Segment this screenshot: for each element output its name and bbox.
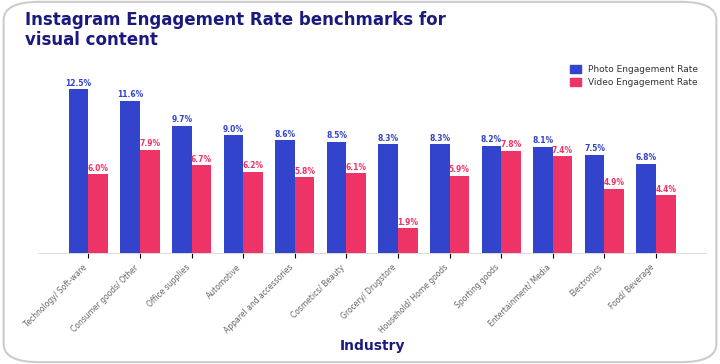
Text: 5.9%: 5.9% [449, 165, 469, 174]
Bar [327, 142, 346, 253]
Text: 8.5%: 8.5% [326, 131, 347, 140]
Text: 4.9%: 4.9% [603, 178, 625, 187]
Text: 1.9%: 1.9% [397, 218, 418, 227]
Text: 4.4%: 4.4% [655, 185, 676, 194]
Bar [656, 195, 675, 253]
Text: 6.2%: 6.2% [243, 161, 264, 170]
Bar [192, 165, 211, 253]
Bar [553, 156, 572, 253]
Text: 11.6%: 11.6% [117, 91, 143, 99]
Bar [604, 189, 624, 253]
Text: 8.3%: 8.3% [429, 134, 450, 143]
Bar [501, 151, 521, 253]
Text: 9.0%: 9.0% [223, 124, 244, 134]
Bar [243, 172, 263, 253]
Legend: Photo Engagement Rate, Video Engagement Rate: Photo Engagement Rate, Video Engagement … [566, 61, 701, 91]
Bar [449, 176, 469, 253]
Text: 7.8%: 7.8% [500, 140, 521, 149]
Bar [482, 146, 501, 253]
Text: 8.1%: 8.1% [532, 136, 554, 145]
Text: 8.6%: 8.6% [274, 130, 295, 139]
Text: 8.2%: 8.2% [481, 135, 502, 144]
Text: 8.3%: 8.3% [377, 134, 399, 143]
Bar [275, 141, 294, 253]
Text: 6.8%: 6.8% [636, 153, 657, 162]
Text: 6.1%: 6.1% [346, 163, 366, 171]
Bar [223, 135, 243, 253]
Bar [346, 173, 366, 253]
Bar [294, 177, 315, 253]
Text: 5.8%: 5.8% [294, 166, 315, 175]
Bar [398, 228, 418, 253]
Text: 12.5%: 12.5% [66, 79, 91, 88]
Bar [636, 164, 656, 253]
Bar [140, 150, 160, 253]
Bar [120, 101, 140, 253]
Bar [68, 89, 89, 253]
Bar [172, 126, 192, 253]
Text: 6.0%: 6.0% [88, 164, 109, 173]
Bar [430, 145, 449, 253]
Bar [89, 174, 108, 253]
Bar [585, 155, 604, 253]
Text: 9.7%: 9.7% [171, 115, 192, 124]
Text: 6.7%: 6.7% [191, 155, 212, 164]
Bar [378, 145, 398, 253]
Text: 7.9%: 7.9% [139, 139, 161, 148]
X-axis label: Industry: Industry [339, 339, 405, 353]
Bar [533, 147, 553, 253]
Text: 7.4%: 7.4% [552, 146, 573, 155]
Text: 7.5%: 7.5% [584, 144, 605, 153]
Text: Instagram Engagement Rate benchmarks for
visual content: Instagram Engagement Rate benchmarks for… [25, 11, 446, 50]
